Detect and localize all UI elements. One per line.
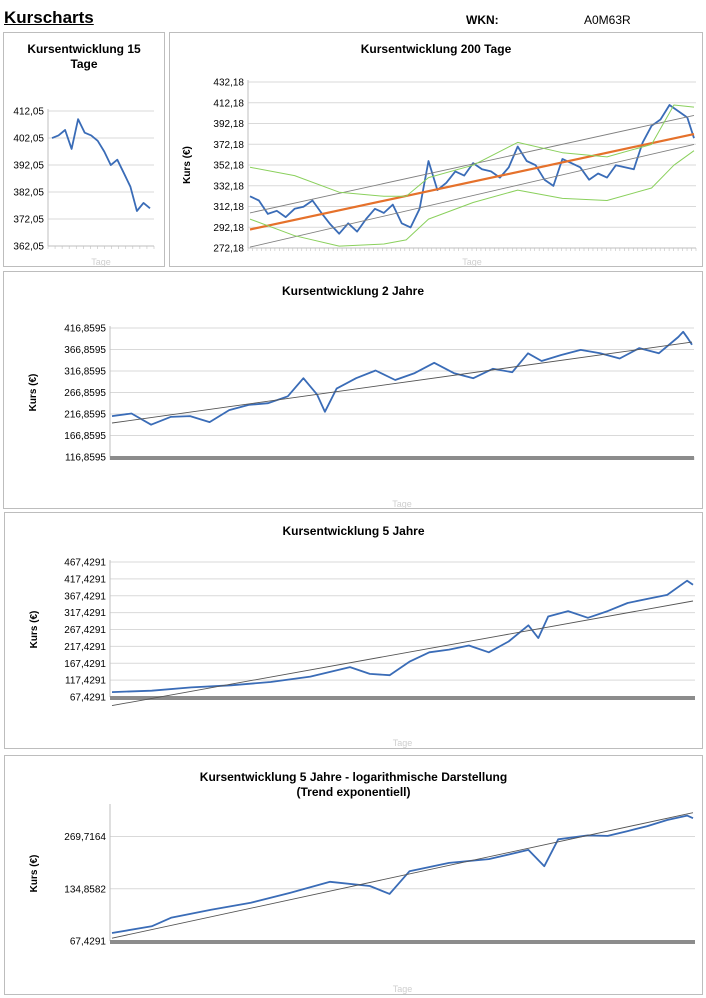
chart-5-years: Kursentwicklung 5 Jahre 467,4291 417,4291 3… bbox=[29, 524, 695, 748]
y-tick-label: 216,8595 bbox=[64, 410, 106, 421]
y-tick-label: 392,18 bbox=[213, 119, 244, 130]
y-tick-label: 269,7164 bbox=[64, 832, 106, 843]
chart-title-c15: Kursentwicklung 15 bbox=[27, 42, 141, 56]
y-tick-label: 67,4291 bbox=[70, 693, 107, 704]
chart-title-c5y: Kursentwicklung 5 Jahre bbox=[282, 524, 424, 538]
chart-panel-5-years-log: Kursentwicklung 5 Jahre - logarithmische… bbox=[4, 755, 703, 995]
y-tick-label: 266,8595 bbox=[64, 388, 106, 399]
y-tick-label: 417,4291 bbox=[64, 574, 106, 585]
y-tick-label: 67,4291 bbox=[70, 937, 107, 948]
series-line-kurs bbox=[51, 118, 151, 212]
series-line-kurs bbox=[111, 579, 694, 693]
wkn-label: WKN: bbox=[466, 13, 499, 27]
x-axis-label: Tage bbox=[393, 738, 413, 748]
chart-title-c5ylog: (Trend exponentiell) bbox=[296, 785, 410, 799]
y-tick-label: 134,8582 bbox=[64, 884, 106, 895]
y-axis-label: Kurs (€) bbox=[182, 146, 193, 184]
series-line-trend bbox=[111, 812, 694, 939]
wkn-value: A0M63R bbox=[584, 13, 631, 27]
series-line-band-unten bbox=[249, 150, 695, 247]
chart-title-c200: Kursentwicklung 200 Tage bbox=[361, 42, 512, 56]
series-line-kurs bbox=[249, 104, 695, 235]
chart-panel-5-years: Kursentwicklung 5 Jahre 467,4291 417,4291 3… bbox=[4, 512, 703, 749]
chart-title-c15: Tage bbox=[70, 57, 97, 71]
y-tick-label: 317,4291 bbox=[64, 608, 106, 619]
y-tick-label: 167,4291 bbox=[64, 659, 106, 670]
y-tick-label: 292,18 bbox=[213, 223, 244, 234]
chart-15-days: Kursentwicklung 15Tage412,05402,05392,05… bbox=[13, 42, 155, 266]
y-tick-label: 412,18 bbox=[213, 98, 244, 109]
series-line-trendkanal-unten bbox=[249, 143, 695, 248]
y-tick-label: 116,8595 bbox=[65, 453, 106, 464]
y-tick-label: 382,05 bbox=[13, 188, 44, 199]
y-tick-label: 352,18 bbox=[213, 161, 244, 172]
chart-2-years: Kursentwicklung 2 Jahre 416,8595 366,8595 3… bbox=[28, 284, 695, 508]
y-tick-label: 332,18 bbox=[213, 181, 244, 192]
x-axis-label: Tage bbox=[393, 984, 413, 994]
series-line-trend bbox=[111, 341, 693, 424]
series-line-trend bbox=[249, 133, 695, 231]
x-axis-label: Tage bbox=[91, 257, 111, 266]
y-tick-label: 312,18 bbox=[213, 202, 244, 213]
y-axis-label: Kurs (€) bbox=[29, 611, 40, 649]
series-line-trendkanal-oben bbox=[249, 114, 695, 214]
chart-200-days: Kursentwicklung 200 Tage 432,18 412,18 392,… bbox=[182, 42, 697, 266]
chart-title-c5ylog: Kursentwicklung 5 Jahre - logarithmische… bbox=[200, 770, 507, 784]
chart-title-c2y: Kursentwicklung 2 Jahre bbox=[282, 284, 424, 298]
y-tick-label: 267,4291 bbox=[64, 625, 106, 636]
y-tick-label: 372,18 bbox=[213, 140, 244, 151]
x-axis-label: Tage bbox=[462, 257, 482, 266]
y-tick-label: 372,05 bbox=[13, 215, 44, 226]
y-tick-label: 412,05 bbox=[13, 107, 44, 118]
y-tick-label: 366,8595 bbox=[64, 345, 106, 356]
series-line-band-oben bbox=[249, 104, 695, 197]
y-tick-label: 416,8595 bbox=[64, 324, 106, 335]
x-axis-baseline bbox=[110, 696, 695, 700]
series-line-kurs bbox=[111, 330, 693, 426]
x-axis-baseline bbox=[110, 456, 694, 460]
chart-panel-2-years: Kursentwicklung 2 Jahre 416,8595 366,8595 3… bbox=[3, 271, 703, 509]
y-tick-label: 402,05 bbox=[13, 134, 44, 145]
y-tick-label: 217,4291 bbox=[64, 642, 106, 653]
y-tick-label: 432,18 bbox=[213, 78, 244, 89]
y-tick-label: 166,8595 bbox=[64, 431, 106, 442]
chart-5-years-log: Kursentwicklung 5 Jahre - logarithmische… bbox=[29, 770, 695, 994]
y-tick-label: 392,05 bbox=[13, 161, 44, 172]
y-tick-label: 272,18 bbox=[213, 244, 244, 255]
series-line-trend bbox=[111, 600, 694, 707]
y-tick-label: 467,4291 bbox=[64, 558, 106, 569]
page-title: Kurscharts bbox=[4, 8, 94, 27]
series-line-kurs bbox=[111, 814, 694, 934]
y-tick-label: 117,4291 bbox=[65, 676, 106, 687]
y-tick-label: 362,05 bbox=[13, 242, 44, 253]
y-tick-label: 316,8595 bbox=[64, 367, 106, 378]
y-axis-label: Kurs (€) bbox=[29, 855, 40, 893]
x-axis-label: Tage bbox=[392, 499, 412, 508]
chart-panel-200-days: Kursentwicklung 200 Tage 432,18 412,18 392,… bbox=[169, 32, 703, 267]
x-axis-baseline bbox=[110, 940, 695, 944]
chart-panel-15-days: Kursentwicklung 15 Tage 412,05 402,05 392,05… bbox=[3, 32, 165, 267]
y-axis-label: Kurs (€) bbox=[28, 374, 39, 412]
y-tick-label: 367,4291 bbox=[64, 591, 106, 602]
